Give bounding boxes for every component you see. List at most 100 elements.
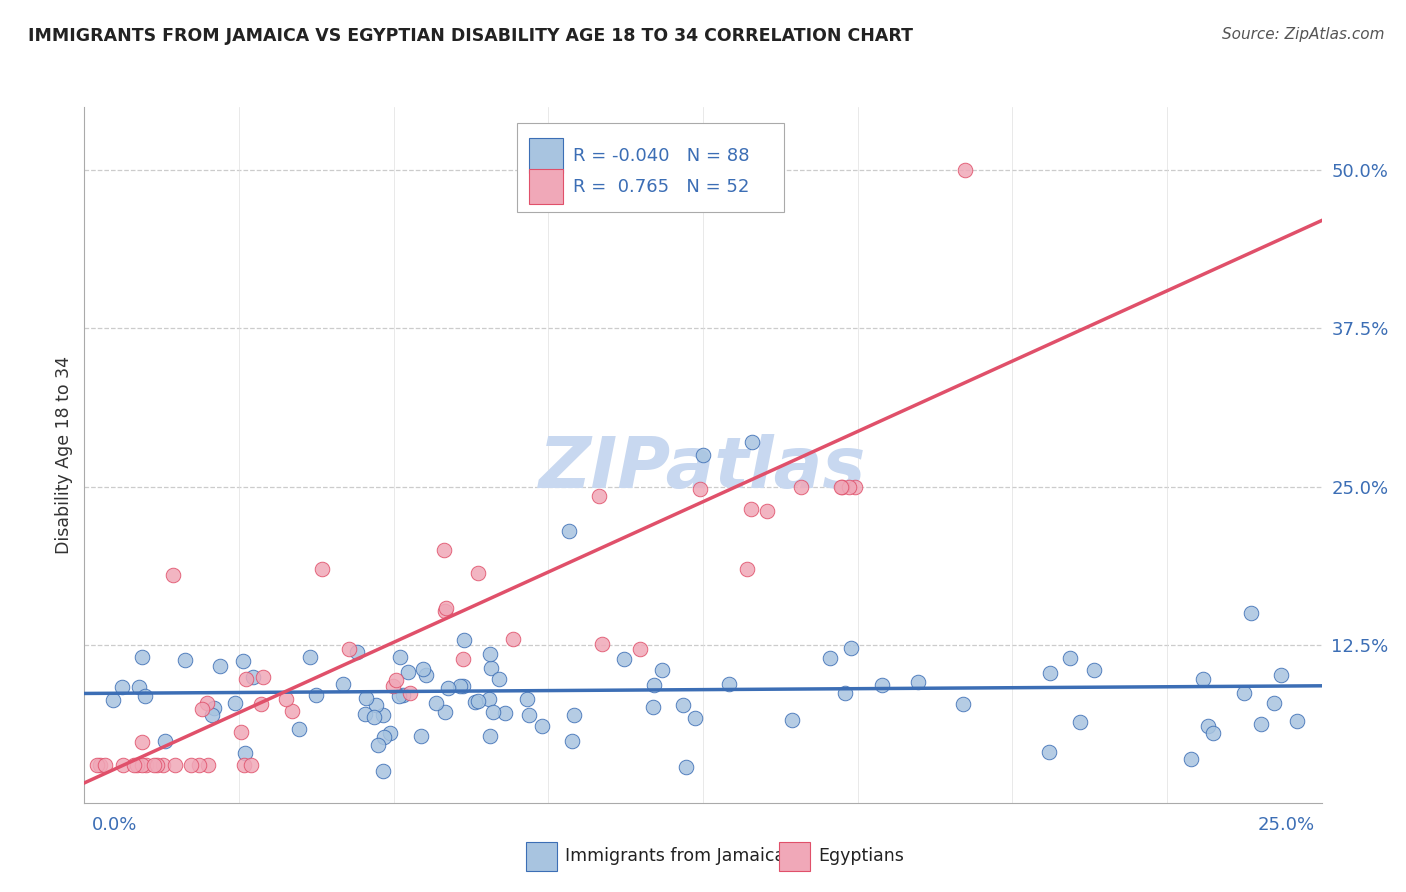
Y-axis label: Disability Age 18 to 34: Disability Age 18 to 34 — [55, 356, 73, 554]
Point — [672, 698, 695, 713]
Point — [235, 672, 257, 686]
Point — [643, 677, 665, 691]
Point — [346, 644, 368, 658]
Point — [392, 688, 415, 702]
Point — [373, 707, 395, 722]
Point — [1250, 717, 1272, 731]
Text: Egyptians: Egyptians — [818, 847, 904, 865]
Point — [337, 642, 360, 657]
Point — [373, 764, 395, 778]
Point — [233, 757, 256, 772]
Point — [111, 757, 134, 772]
Point — [907, 675, 929, 690]
Point — [367, 738, 389, 752]
Point — [1240, 606, 1263, 620]
Point — [741, 435, 763, 450]
Point — [434, 705, 457, 719]
Point — [558, 524, 581, 538]
Point — [641, 699, 664, 714]
Text: R = -0.040   N = 88: R = -0.040 N = 88 — [572, 146, 749, 164]
Point — [134, 689, 156, 703]
Point — [363, 710, 385, 724]
Point — [790, 479, 813, 493]
Point — [239, 757, 262, 772]
Point — [531, 719, 554, 733]
Point — [955, 163, 977, 178]
Point — [838, 479, 860, 493]
Point — [740, 502, 762, 516]
Point — [411, 729, 433, 743]
Point — [780, 713, 803, 727]
Point — [131, 650, 153, 665]
Point — [437, 681, 460, 696]
Point — [717, 677, 740, 691]
Point — [174, 653, 197, 667]
Point — [378, 725, 401, 739]
Point — [478, 692, 501, 706]
Point — [434, 604, 457, 618]
Point — [201, 708, 224, 723]
Point — [311, 562, 333, 576]
Point — [353, 706, 375, 721]
Point — [232, 654, 254, 668]
Point — [467, 566, 489, 580]
Point — [276, 691, 298, 706]
Point — [89, 757, 111, 772]
Point — [131, 757, 153, 772]
Text: Source: ZipAtlas.com: Source: ZipAtlas.com — [1222, 27, 1385, 42]
Point — [433, 542, 456, 557]
Point — [249, 698, 271, 712]
Point — [588, 489, 610, 503]
Point — [281, 704, 304, 718]
Point — [464, 695, 486, 709]
Point — [153, 734, 176, 748]
Point — [162, 568, 184, 582]
Point — [1263, 696, 1285, 710]
Point — [562, 708, 585, 723]
Point — [202, 701, 225, 715]
Point — [122, 757, 145, 772]
Point — [208, 659, 231, 673]
Point — [1069, 714, 1091, 729]
Text: R =  0.765   N = 52: R = 0.765 N = 52 — [572, 178, 749, 195]
Point — [479, 661, 502, 675]
Point — [332, 677, 354, 691]
Point — [689, 483, 711, 497]
Point — [382, 679, 405, 693]
Point — [1180, 752, 1202, 766]
Point — [675, 760, 697, 774]
Point — [1083, 663, 1105, 677]
Text: IMMIGRANTS FROM JAMAICA VS EGYPTIAN DISABILITY AGE 18 TO 34 CORRELATION CHART: IMMIGRANTS FROM JAMAICA VS EGYPTIAN DISA… — [28, 27, 912, 45]
Text: 0.0%: 0.0% — [91, 816, 136, 834]
Point — [834, 685, 856, 699]
Point — [163, 757, 186, 772]
Point — [373, 731, 395, 745]
Point — [103, 693, 125, 707]
Point — [145, 757, 167, 772]
Point — [415, 668, 437, 682]
Point — [242, 670, 264, 684]
Point — [388, 650, 411, 665]
Point — [1039, 666, 1062, 681]
Point — [451, 652, 474, 666]
Point — [191, 702, 214, 716]
Point — [229, 724, 252, 739]
Point — [298, 650, 321, 665]
Point — [188, 757, 211, 772]
Point — [1286, 714, 1309, 729]
Point — [628, 641, 651, 656]
Text: 25.0%: 25.0% — [1257, 816, 1315, 834]
Point — [364, 698, 387, 712]
Text: Immigrants from Jamaica: Immigrants from Jamaica — [565, 847, 786, 865]
Point — [478, 648, 501, 662]
Point — [94, 757, 117, 772]
Point — [287, 722, 309, 736]
Point — [830, 479, 852, 493]
Point — [831, 479, 853, 493]
Point — [396, 665, 419, 680]
Point — [1197, 719, 1219, 733]
Point — [841, 640, 863, 655]
Point — [494, 706, 516, 721]
Point — [412, 662, 434, 676]
Point — [479, 729, 502, 743]
